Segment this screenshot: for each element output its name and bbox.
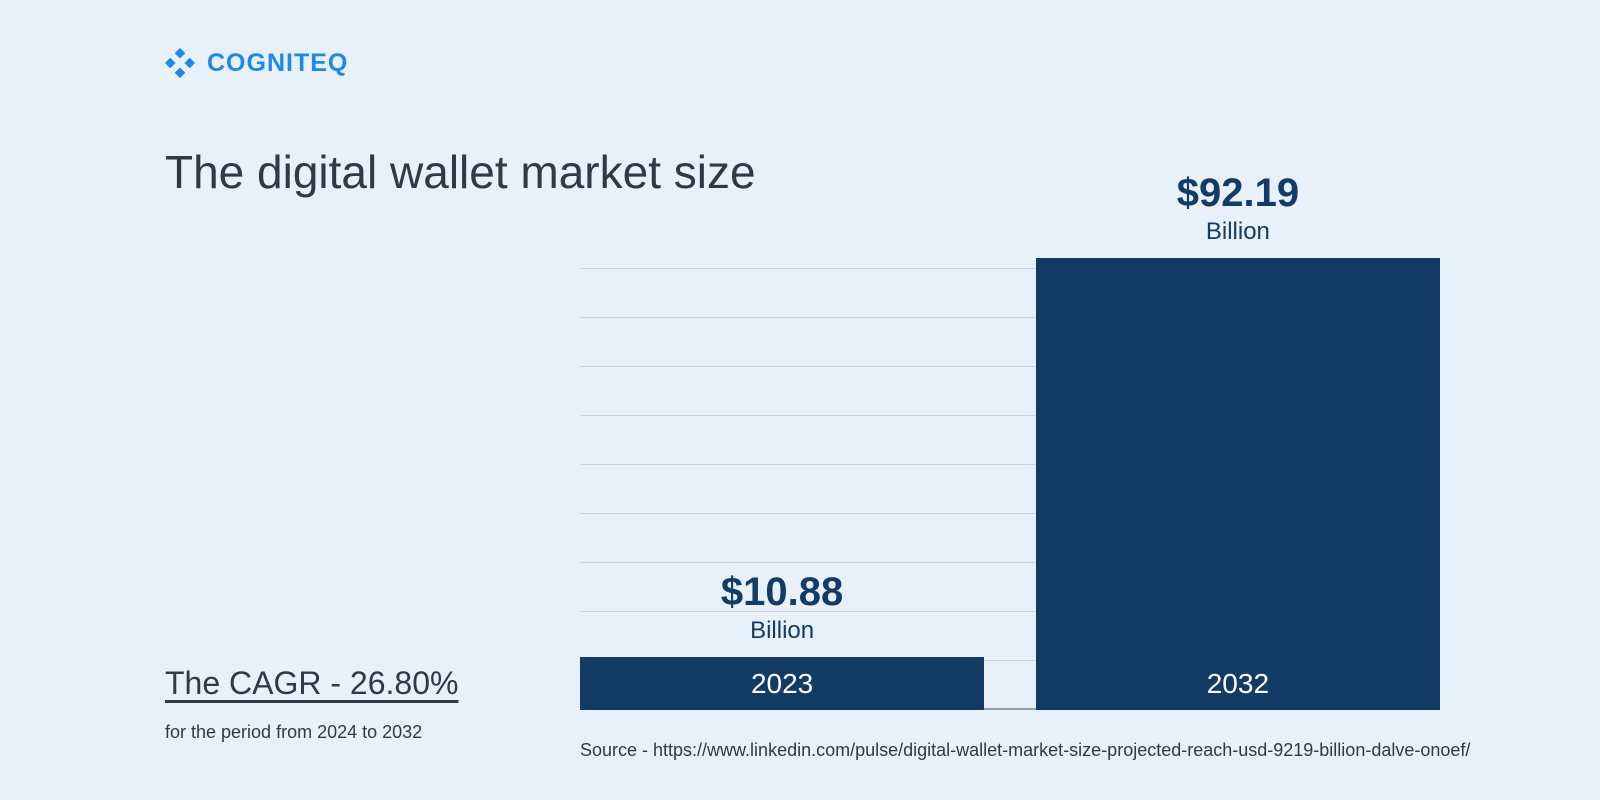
- bar-2023: 2023$10.88Billion: [580, 657, 984, 710]
- brand-name: COGNITEQ: [207, 49, 348, 78]
- cagr-label: The CAGR - 26.80%: [165, 665, 458, 702]
- bar-chart: 2023$10.88Billion2032$92.19Billion: [580, 220, 1440, 710]
- bar-year-label: 2032: [1036, 668, 1440, 700]
- cagr-subtext: for the period from 2024 to 2032: [165, 722, 422, 743]
- bar-year-label: 2023: [580, 668, 984, 700]
- bar-value-unit: Billion: [580, 617, 984, 645]
- bar-value-group: $10.88Billion: [580, 570, 984, 645]
- brand-logo-icon: [165, 48, 195, 78]
- bar-value-unit: Billion: [1036, 218, 1440, 246]
- bar-value-group: $92.19Billion: [1036, 171, 1440, 246]
- page-title: The digital wallet market size: [165, 145, 756, 199]
- bar-2032: 2032$92.19Billion: [1036, 258, 1440, 710]
- brand-logo-area: COGNITEQ: [165, 48, 348, 78]
- bar-value-amount: $92.19: [1036, 171, 1440, 216]
- source-text: Source - https://www.linkedin.com/pulse/…: [580, 740, 1470, 761]
- bar-value-amount: $10.88: [580, 570, 984, 615]
